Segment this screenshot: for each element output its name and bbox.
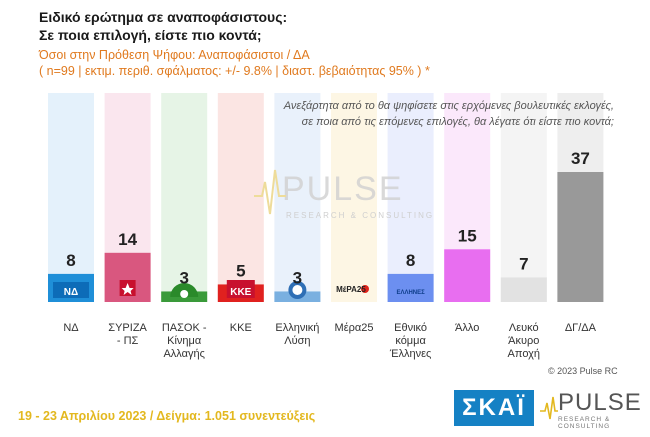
data-label: 5: [236, 261, 245, 280]
category-label: Αλλαγής: [163, 348, 204, 360]
data-label: 8: [406, 251, 415, 270]
question-line1: Ανεξάρτητα από το θα ψηφίσετε στις ερχόμ…: [283, 100, 614, 112]
logo-text: ΝΔ: [64, 287, 78, 298]
category-label: Λύση: [284, 335, 310, 347]
skai-logo: ΣΚΑΪ: [454, 390, 534, 426]
category-label: Μέρα25: [335, 322, 374, 334]
nd-logo-icon: ΝΔ: [53, 282, 89, 298]
syriza-logo-icon: [119, 280, 136, 296]
bar: [500, 277, 547, 302]
pasok-logo-icon: [170, 283, 199, 298]
category-label: ΔΓ/ΔΑ: [565, 322, 597, 334]
watermark-tagline: RESEARCH & CONSULTING: [286, 211, 434, 220]
copyright-text: © 2023 Pulse RC: [548, 366, 618, 376]
column-background: [331, 93, 377, 302]
logo-text: ΕΛΛΗΝΕΣ: [396, 290, 425, 296]
category-label: Ελληνική: [275, 322, 319, 334]
mera25-logo-icon: ΜέΡΑ25: [336, 285, 369, 294]
data-label: 8: [66, 251, 75, 270]
bar: [444, 249, 491, 302]
kke-logo-icon: ΚΚΕ: [226, 280, 255, 298]
logo-text: ΚΚΕ: [230, 287, 251, 298]
category-label: ΠΑΣΟΚ -: [162, 322, 207, 334]
column-background: [161, 93, 208, 302]
category-label: ΣΥΡΙΖΑ: [108, 322, 147, 334]
category-label: - ΠΣ: [117, 335, 139, 347]
pulse-logo: PULSE RESEARCH & CONSULTING: [540, 389, 650, 430]
category-label: Εθνικό: [394, 322, 427, 334]
watermark-wave-icon: [254, 169, 286, 215]
column-background: [217, 93, 264, 302]
data-label: 3: [293, 268, 302, 287]
category-label: Άκυρο: [508, 335, 539, 347]
data-label: 7: [519, 254, 528, 273]
category-label: Αποχή: [508, 348, 540, 360]
data-label: 15: [458, 226, 477, 245]
data-label: 3: [179, 268, 188, 287]
category-label: κόμμα: [395, 335, 426, 347]
category-label: Άλλο: [455, 322, 479, 334]
category-label: Λευκό: [509, 322, 539, 334]
column-background: [48, 93, 94, 302]
bar: [557, 172, 604, 302]
watermark-word: PULSE: [282, 170, 404, 208]
chart-subtitle-line1: Όσοι στην Πρόθεση Ψήφου: Αναποφάσιστοι /…: [39, 48, 310, 62]
chart-title-line2: Σε ποια επιλογή, είστε πιο κοντά;: [39, 27, 262, 43]
column-background: [274, 93, 321, 302]
column-background: [387, 93, 434, 302]
category-label: ΚΚΕ: [230, 322, 252, 334]
question-text: Ανεξάρτητα από το θα ψηφίσετε στις ερχόμ…: [194, 98, 614, 130]
category-label: Έλληνες: [389, 348, 431, 360]
data-label: 37: [571, 149, 590, 168]
ethniko-komma-ellines-logo-icon: ΕΛΛΗΝΕΣ: [396, 290, 425, 296]
bar: [387, 273, 434, 302]
pulse-wave-icon: [540, 396, 558, 420]
fieldwork-footer: 19 - 23 Απριλίου 2023 / Δείγμα: 1.051 συ…: [18, 409, 316, 423]
data-label: 14: [118, 230, 137, 249]
question-line2: σε ποια από τις επόμενες επιλογές, θα λέ…: [301, 116, 614, 128]
chart-title-line1: Ειδικό ερώτημα σε αναποφάσιστους:: [39, 9, 288, 25]
pulse-logo-word: PULSE: [558, 389, 642, 416]
pulse-logo-tagline: RESEARCH & CONSULTING: [558, 416, 611, 430]
chart-subtitle-line2: ( n=99 | εκτιμ. περιθ. σφάλματος: +/- 9.…: [39, 64, 430, 78]
pulse-watermark: PULSE RESEARCH & CONSULTING: [254, 169, 434, 220]
category-label: ΝΔ: [63, 322, 79, 334]
logo-text: ΜέΡΑ25: [336, 285, 366, 294]
elliniki-lysi-logo-icon: [288, 281, 307, 299]
category-label: Κίνημα: [167, 335, 202, 347]
column-background: [500, 93, 547, 302]
